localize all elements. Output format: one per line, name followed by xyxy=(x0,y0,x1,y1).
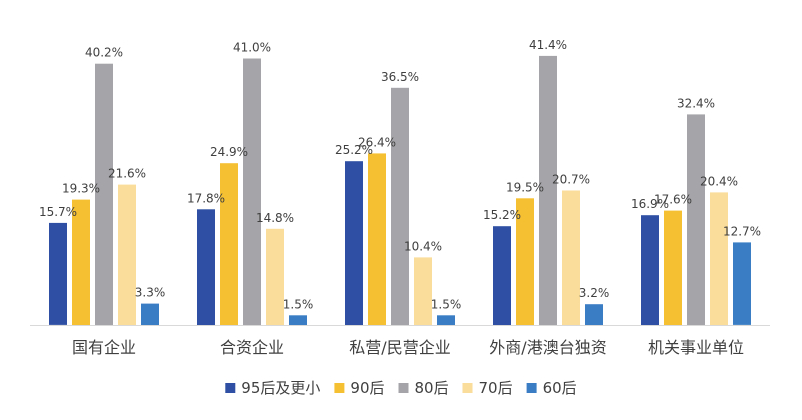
value-label-0-4: 3.3% xyxy=(135,286,166,300)
category-labels-layer: 国有企业 合资企业 私营/民营企业 外商/港澳台独资 机关事业单位 xyxy=(72,338,744,357)
category-label-3: 外商/港澳台独资 xyxy=(489,338,606,357)
legend-item-4: 60后 xyxy=(526,379,577,397)
bar-4-1 xyxy=(664,210,682,325)
category-label-2: 私营/民营企业 xyxy=(349,338,450,357)
legend-swatch-2 xyxy=(398,383,409,393)
legend-item-3: 70后 xyxy=(462,379,513,397)
value-label-4-0: 16.9% xyxy=(631,197,669,211)
legend-label-4: 60后 xyxy=(543,379,577,397)
bar-2-0 xyxy=(345,161,363,325)
bar-0-3 xyxy=(118,184,136,325)
bar-3-1 xyxy=(516,198,534,326)
legend-item-0: 95后及更小 xyxy=(225,379,320,397)
legend-label-3: 70后 xyxy=(479,379,513,397)
value-label-2-2: 36.5% xyxy=(381,70,419,84)
value-label-3-0: 15.2% xyxy=(483,208,521,222)
value-label-0-0: 15.7% xyxy=(39,205,77,219)
bar-0-4 xyxy=(141,303,159,325)
value-label-4-1: 17.6% xyxy=(654,193,692,207)
bar-4-3 xyxy=(710,192,728,325)
value-label-3-3: 20.7% xyxy=(552,173,590,187)
value-label-4-3: 20.4% xyxy=(700,174,738,188)
bar-3-2 xyxy=(539,55,557,326)
category-label-0: 国有企业 xyxy=(72,338,136,357)
value-label-1-0: 17.8% xyxy=(187,191,225,205)
value-label-3-4: 3.2% xyxy=(579,286,610,300)
value-label-1-2: 41.0% xyxy=(233,41,271,55)
legend-label-1: 90后 xyxy=(350,379,384,397)
category-label-1: 合资企业 xyxy=(220,338,284,357)
value-label-1-3: 14.8% xyxy=(256,211,294,225)
value-labels-layer: 15.7% 19.3% 40.2% 21.6% 3.3% 17.8% 24.9% 41.0% 1… xyxy=(39,38,761,311)
value-label-4-2: 32.4% xyxy=(677,96,715,110)
legend-swatch-3 xyxy=(462,383,473,393)
value-label-0-1: 19.3% xyxy=(62,182,100,196)
bar-1-4 xyxy=(289,315,307,326)
bar-1-0 xyxy=(197,209,215,325)
value-label-2-4: 1.5% xyxy=(431,297,462,311)
bar-1-1 xyxy=(220,163,238,325)
category-label-4: 机关事业单位 xyxy=(648,338,744,357)
legend-label-2: 80后 xyxy=(415,379,449,397)
value-label-2-1: 26.4% xyxy=(358,135,396,149)
bar-3-3 xyxy=(562,190,580,325)
value-label-1-1: 24.9% xyxy=(210,145,248,159)
value-label-2-3: 10.4% xyxy=(404,239,442,253)
value-label-4-4: 12.7% xyxy=(723,224,761,238)
bar-0-0 xyxy=(49,222,67,325)
legend-item-2: 80后 xyxy=(398,379,449,397)
bar-2-2 xyxy=(391,87,409,326)
bar-4-4 xyxy=(733,242,751,325)
value-label-2-0: 25.2% xyxy=(335,143,373,157)
bar-0-1 xyxy=(72,199,90,326)
legend-swatch-4 xyxy=(526,383,537,393)
value-label-3-2: 41.4% xyxy=(529,38,567,52)
legend-label-0: 95后及更小 xyxy=(241,379,320,397)
legend-swatch-0 xyxy=(225,383,236,393)
bars-layer xyxy=(49,55,751,326)
bar-1-2 xyxy=(243,58,261,325)
bar-4-0 xyxy=(641,215,659,325)
legend: 95后及更小 90后 80后 70后 60后 xyxy=(225,379,577,397)
legend-swatch-1 xyxy=(334,383,345,393)
bar-2-3 xyxy=(414,257,432,325)
bar-3-0 xyxy=(493,226,511,325)
value-label-3-1: 19.5% xyxy=(506,180,544,194)
bar-1-3 xyxy=(266,228,284,325)
value-label-1-4: 1.5% xyxy=(283,297,314,311)
value-label-0-2: 40.2% xyxy=(85,46,123,60)
bar-3-4 xyxy=(585,304,603,325)
bar-2-4 xyxy=(437,315,455,326)
legend-item-1: 90后 xyxy=(334,379,384,397)
bar-2-1 xyxy=(368,153,386,325)
bar-0-2 xyxy=(95,63,113,325)
value-label-0-3: 21.6% xyxy=(108,167,146,181)
bar-4-2 xyxy=(687,114,705,326)
